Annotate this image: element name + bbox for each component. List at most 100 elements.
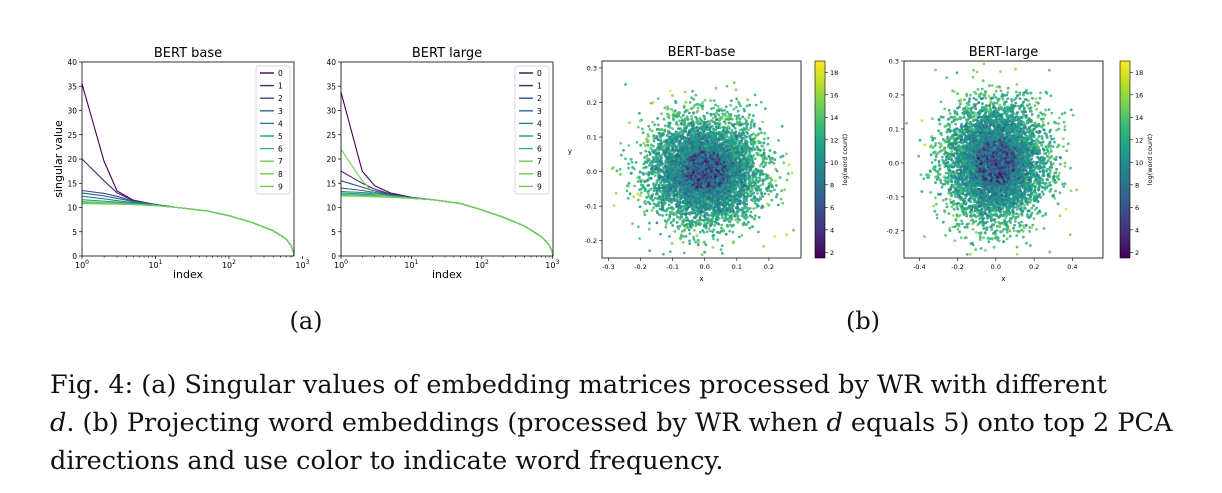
- y-axis-label: y: [568, 148, 572, 156]
- scatter-point: [725, 84, 729, 88]
- scatter-point: [660, 128, 664, 132]
- scatter-point: [751, 178, 755, 181]
- scatter-point: [679, 233, 683, 237]
- scatter-point: [785, 152, 788, 156]
- scatter-point: [749, 210, 753, 214]
- scatter-point: [724, 232, 728, 236]
- scatter-point: [636, 176, 640, 180]
- series-line-3: [340, 187, 554, 257]
- scatter-point: [610, 167, 614, 171]
- scatter-point: [672, 218, 676, 221]
- scatter-point: [656, 197, 660, 201]
- y-tick-label: 30: [67, 107, 77, 116]
- scatter-point: [672, 110, 676, 113]
- scatter-point: [715, 118, 718, 122]
- scatter-point: [694, 93, 698, 97]
- scatter-point: [729, 131, 732, 135]
- scatter-point: [753, 148, 757, 151]
- scatter-point: [639, 151, 643, 155]
- scatter-point: [660, 207, 663, 211]
- scatter-point: [758, 173, 762, 177]
- scatter-point: [775, 193, 779, 196]
- scatter-point: [638, 119, 642, 123]
- scatter-point: [745, 104, 749, 108]
- series-line-9: [81, 203, 295, 257]
- y-tick-label: 35: [326, 82, 336, 91]
- scatter-point: [731, 230, 735, 234]
- scatter-point: [683, 195, 686, 199]
- scatter-point: [703, 250, 706, 254]
- x-tick-label: 103: [545, 259, 559, 270]
- scatter-point: [763, 131, 767, 135]
- scatter-point: [746, 122, 749, 126]
- scatter-point: [736, 109, 740, 113]
- scatter-point: [669, 221, 673, 225]
- scatter-point: [694, 215, 698, 219]
- scatter-point: [683, 205, 686, 209]
- scatter-point: [637, 225, 640, 229]
- scatter-point: [638, 111, 641, 115]
- scatter-point: [683, 121, 687, 125]
- scatter-point: [742, 188, 746, 192]
- scatter-point: [703, 117, 707, 121]
- scatter-point: [695, 102, 699, 106]
- legend-label-8: 8: [278, 170, 283, 179]
- scatter-point: [657, 178, 660, 182]
- scatter-point: [728, 113, 732, 117]
- scatter-point: [761, 120, 764, 124]
- scatter-point: [727, 125, 731, 129]
- scatter-point: [749, 126, 753, 129]
- scatter-point: [724, 117, 727, 121]
- scatter-point: [772, 188, 776, 192]
- scatter-point: [713, 223, 717, 227]
- legend-label-6: 6: [278, 145, 283, 154]
- scatter-point: [759, 184, 762, 188]
- scatter-point: [667, 203, 671, 207]
- scatter-point: [639, 194, 642, 197]
- scatter-point: [773, 179, 777, 183]
- scatter-point: [695, 234, 699, 238]
- scatter-point: [681, 240, 685, 244]
- scatter-point: [745, 135, 748, 139]
- scatter-point: [688, 239, 691, 243]
- scatter-point: [759, 141, 762, 145]
- scatter-point: [753, 157, 757, 161]
- scatter-point: [662, 252, 665, 256]
- scatter-point: [707, 120, 711, 123]
- scatter-point: [647, 227, 651, 231]
- scatter-point: [740, 128, 744, 131]
- scatter-point: [765, 157, 768, 161]
- scatter-point: [737, 235, 741, 239]
- scatter-point: [653, 123, 657, 127]
- legend-label-4: 4: [537, 119, 542, 128]
- scatter-point: [754, 134, 758, 137]
- scatter-point: [683, 90, 687, 94]
- scatter-point: [647, 183, 651, 187]
- scatter-point: [739, 135, 743, 139]
- scatter-point: [694, 121, 698, 124]
- scatter-point: [696, 243, 700, 247]
- scatter-point: [781, 201, 785, 205]
- scatter-point: [706, 213, 709, 217]
- legend-label-3: 3: [537, 107, 542, 116]
- series-line-8: [340, 195, 554, 257]
- legend-label-3: 3: [278, 107, 283, 116]
- scatter-point: [720, 244, 724, 248]
- scatter-point: [668, 213, 672, 217]
- scatter-point: [641, 171, 645, 175]
- scatter-point: [650, 143, 653, 147]
- scatter-point: [747, 169, 751, 173]
- scatter-point: [773, 235, 776, 238]
- scatter-point: [627, 166, 630, 170]
- scatter-point: [722, 219, 726, 223]
- scatter-point: [756, 146, 759, 150]
- scatter-point: [729, 99, 733, 103]
- scatter-point: [783, 188, 786, 192]
- y-tick-label: 15: [326, 179, 336, 188]
- scatter-point: [683, 228, 686, 232]
- scatter-point: [762, 244, 766, 248]
- scatter-point: [747, 116, 750, 119]
- scatter-point: [650, 167, 653, 171]
- scatter-point: [721, 252, 724, 255]
